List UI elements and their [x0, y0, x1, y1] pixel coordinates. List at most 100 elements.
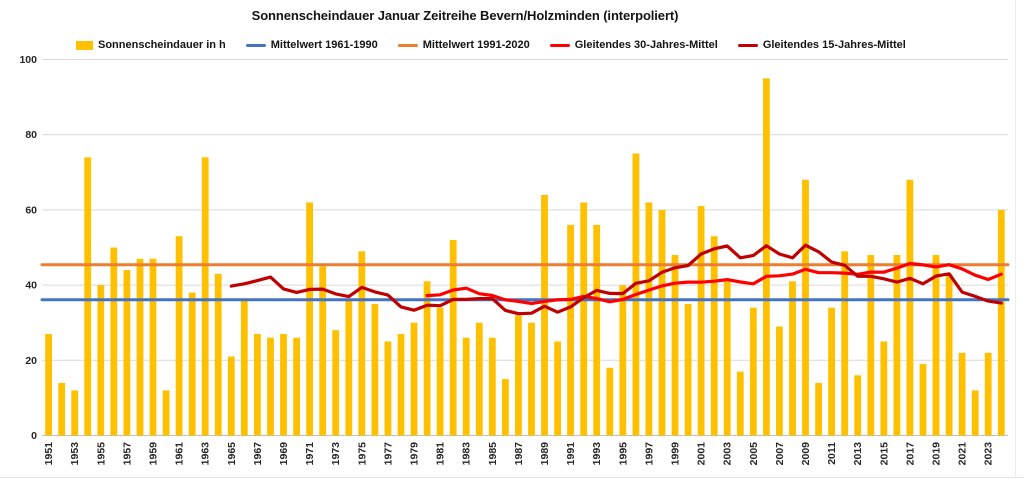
- bars-sonnenscheindauer: [45, 78, 1005, 436]
- legend-label-gleitendes-15-jahres-mittel: Gleitendes 15-Jahres-Mittel: [762, 39, 906, 51]
- x-tick-1959: 1959: [148, 442, 160, 466]
- legend-swatch-sonnenscheindauer-in-h: [76, 40, 93, 50]
- x-axis-labels: 1951 1953 1955 1957 1959 1961 1963 1965 1967 1969…: [43, 442, 995, 466]
- bar-1955: [97, 285, 105, 436]
- gleitendes-15-jahres-mittel-line: [229, 243, 1003, 316]
- bar-1999: [671, 255, 679, 436]
- x-tick-2009: 2009: [800, 442, 812, 466]
- bar-1971: [306, 202, 313, 436]
- chart-title: Sonnenscheindauer Januar Zeitreihe Bever…: [251, 8, 679, 23]
- bar-2018: [919, 364, 927, 436]
- y-tick-100: 100: [19, 54, 37, 66]
- x-tick-1957: 1957: [121, 442, 133, 466]
- x-tick-1987: 1987: [513, 442, 525, 466]
- x-tick-2023: 2023: [983, 442, 995, 466]
- bar-2011: [828, 307, 835, 436]
- chart-legend: Sonnenscheindauer in h Mittelwert 1961-19…: [76, 36, 906, 54]
- legend-label-mittelwert-1991-2020: Mittelwert 1991-2020: [422, 39, 530, 51]
- bar-1978: [397, 334, 405, 436]
- bar-2000: [684, 303, 692, 436]
- x-tick-2015: 2015: [878, 442, 890, 466]
- bar-2007: [776, 326, 783, 436]
- bar-1985: [488, 337, 496, 436]
- gleitendes-30-jahres-mittel-line: [425, 261, 1003, 306]
- bar-1987: [515, 315, 522, 436]
- bar-1982: [449, 240, 457, 436]
- x-tick-1961: 1961: [174, 442, 186, 466]
- x-tick-1953: 1953: [69, 442, 81, 466]
- gridlines: [42, 59, 1008, 436]
- bar-1990: [554, 341, 561, 436]
- bar-1958: [136, 258, 144, 436]
- bar-2006: [763, 78, 770, 436]
- x-tick-1983: 1983: [461, 442, 473, 466]
- x-tick-2019: 2019: [931, 442, 943, 466]
- bar-1951: [45, 334, 52, 436]
- legend-swatch-gleitendes-30-jahres-mittel: [549, 43, 570, 47]
- x-tick-1971: 1971: [304, 442, 316, 466]
- bar-2021: [958, 352, 966, 436]
- bar-1998: [658, 209, 666, 436]
- bar-1961: [175, 236, 183, 436]
- y-axis-labels: 0 20 40 60 80 100: [19, 54, 37, 442]
- y-tick-20: 20: [25, 355, 37, 367]
- legend-item-sonnenscheindauer-in-h: Sonnenscheindauer in h: [76, 39, 226, 51]
- x-tick-1965: 1965: [226, 442, 238, 466]
- bar-1988: [528, 322, 535, 436]
- bar-1984: [475, 322, 483, 436]
- y-tick-80: 80: [25, 129, 37, 141]
- x-tick-2007: 2007: [774, 442, 786, 466]
- y-tick-0: 0: [31, 430, 37, 442]
- x-tick-1977: 1977: [382, 442, 394, 466]
- bar-2009: [802, 179, 809, 436]
- bar-1967: [254, 334, 261, 436]
- bar-1969: [280, 334, 287, 436]
- bar-1989: [541, 194, 548, 436]
- bar-2012: [841, 251, 849, 436]
- x-tick-1993: 1993: [591, 442, 603, 466]
- bar-2004: [736, 371, 744, 436]
- bar-2022: [971, 390, 979, 436]
- bar-1976: [371, 303, 379, 436]
- bar-1959: [149, 258, 157, 436]
- x-tick-2021: 2021: [957, 442, 969, 466]
- bar-2023: [984, 352, 992, 436]
- x-tick-1991: 1991: [565, 442, 577, 466]
- x-tick-1985: 1985: [487, 442, 499, 466]
- legend-item-mittelwert-1991-2020: Mittelwert 1991-2020: [397, 39, 530, 51]
- x-tick-1951: 1951: [43, 442, 55, 466]
- bar-2015: [880, 341, 888, 436]
- legend-label-sonnenscheindauer-in-h: Sonnenscheindauer in h: [98, 39, 226, 51]
- x-tick-1981: 1981: [435, 442, 447, 466]
- legend-label-gleitendes-30-jahres-mittel: Gleitendes 30-Jahres-Mittel: [574, 39, 718, 51]
- legend-item-gleitendes-30-jahres-mittel: Gleitendes 30-Jahres-Mittel: [549, 39, 718, 51]
- bar-2014: [867, 255, 875, 436]
- bar-2019: [932, 255, 940, 436]
- bar-2010: [815, 382, 822, 436]
- bar-1979: [410, 322, 418, 436]
- bar-1991: [567, 224, 574, 436]
- y-tick-40: 40: [25, 280, 37, 292]
- bar-2008: [789, 281, 796, 436]
- bar-2017: [906, 179, 914, 436]
- bar-1974: [345, 300, 353, 436]
- x-tick-1995: 1995: [617, 442, 629, 466]
- bar-1963: [201, 157, 209, 436]
- bar-2013: [854, 375, 862, 436]
- bar-1992: [580, 202, 588, 436]
- bar-1954: [84, 157, 92, 436]
- legend-swatch-mittelwert-1961-1990: [245, 43, 266, 47]
- bar-1968: [267, 337, 274, 436]
- x-tick-1963: 1963: [200, 442, 212, 466]
- x-tick-1979: 1979: [409, 442, 421, 466]
- bar-1952: [58, 382, 66, 436]
- x-tick-1955: 1955: [95, 442, 107, 466]
- x-tick-1973: 1973: [330, 442, 342, 466]
- bar-2016: [893, 255, 901, 436]
- x-tick-2017: 2017: [904, 442, 916, 466]
- x-tick-1975: 1975: [356, 442, 368, 466]
- legend-swatch-gleitendes-15-jahres-mittel: [737, 43, 758, 47]
- bar-1993: [593, 224, 601, 436]
